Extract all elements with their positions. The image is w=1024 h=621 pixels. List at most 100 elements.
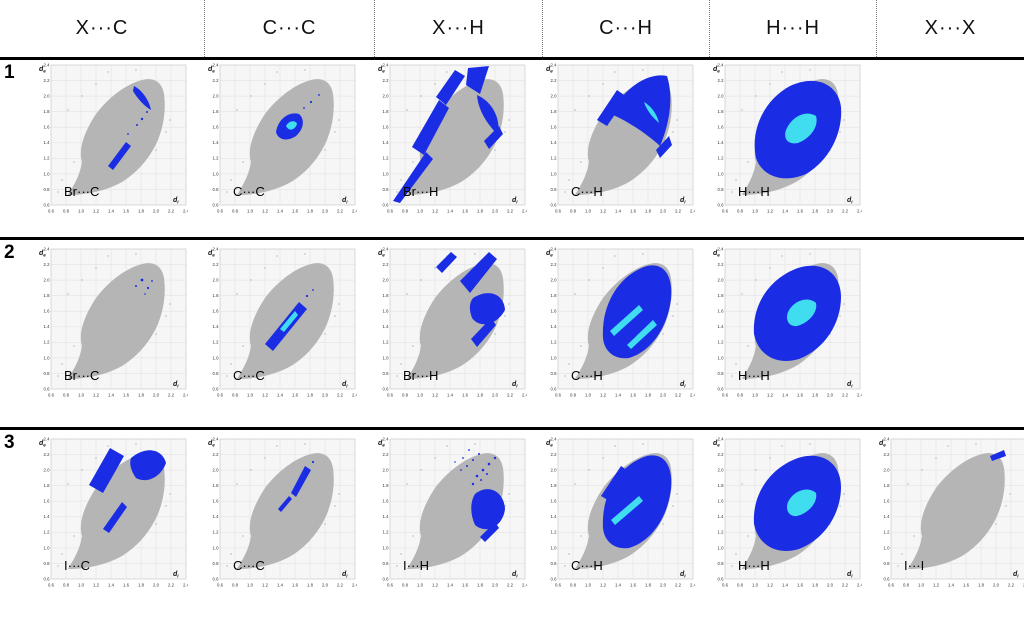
y-tick-label: 2.2 [213,78,220,83]
scatter-speckles [57,253,171,377]
y-tick-label: 1.0 [718,171,725,176]
x-tick-label: 2.4 [183,209,188,214]
x-tick-label: 2.4 [690,583,695,588]
x-tick-label: 1.4 [277,583,284,588]
y-tick-label: 1.0 [551,355,558,360]
scatter-gray-region [237,453,334,569]
x-tick-label: 1.6 [797,209,804,214]
plot-label: I···I [904,558,924,573]
scatter-gray-region [407,263,504,379]
highlight-blue-region [265,289,314,351]
column-header-6: X···X [924,17,977,39]
y-tick-label: 0.8 [213,561,220,566]
x-tick-label: 1.4 [108,583,115,588]
y-tick-label: 1.8 [44,483,51,488]
y-tick-label: 0.6 [383,576,390,581]
x-tick-label: 1.8 [645,393,652,398]
y-tick-label: 2.0 [551,278,558,283]
x-tick-label: 0.6 [217,393,224,398]
y-axis-label: de [39,66,46,74]
x-axis-label: di [680,381,686,389]
plot-label: C···H [571,368,603,383]
y-tick-label: 1.8 [213,483,220,488]
x-tick-label: 0.8 [570,583,577,588]
x-tick-label: 2.4 [857,583,862,588]
x-tick-label: 2.0 [660,393,667,398]
y-tick-label: 0.8 [383,371,390,376]
fingerprint-plot-svg: 0.6 0.8 1.0 1.2 1.4 1.6 1.8 2.0 2.2 2.4 0.6 0.8 1.0 1… [39,246,190,398]
fingerprint-plot-svg: 0.6 0.8 1.0 1.2 1.4 1.6 1.8 2.0 2.2 2.4 0.6 0.8 1.0 1… [713,62,864,214]
x-tick-label: 0.6 [48,583,55,588]
y-tick-label: 0.6 [718,386,725,391]
y-tick-label: 2.2 [551,78,558,83]
y-tick-label: 2.4 [213,62,220,67]
x-tick-label: 1.8 [138,393,145,398]
scatter-speckles [897,443,1011,567]
scatter-gray-region [68,79,165,195]
y-tick-label: 0.8 [383,561,390,566]
y-tick-label: 1.2 [718,156,725,161]
y-tick-label: 0.6 [213,576,220,581]
x-tick-label: 1.4 [948,583,955,588]
y-axis-label: de [546,250,553,258]
y-tick-label: 0.8 [718,371,725,376]
y-tick-label: 0.8 [213,371,220,376]
y-tick-label: 0.6 [383,386,390,391]
y-tick-label: 2.2 [884,452,891,457]
y-tick-label: 0.8 [44,561,51,566]
y-tick-label: 0.6 [44,386,51,391]
y-tick-label: 2.2 [44,262,51,267]
highlight-blue-region [108,86,151,170]
x-axis-label: di [680,197,686,205]
y-tick-label: 1.0 [718,545,725,550]
fingerprint-plot-svg: 0.6 0.8 1.0 1.2 1.4 1.6 1.8 2.0 2.2 2.4 0.6 0.8 1.0 1… [378,436,529,588]
scatter-speckles [57,69,171,193]
x-tick-label: 1.2 [262,393,269,398]
x-tick-label: 0.6 [888,583,895,588]
y-tick-label: 2.4 [44,436,51,441]
scatter-gray-region [68,263,165,379]
y-tick-label: 2.4 [383,246,390,251]
x-tick-label: 1.0 [247,583,254,588]
y-tick-label: 1.8 [383,109,390,114]
x-tick-label: 2.0 [827,393,834,398]
x-tick-label: 1.0 [417,209,424,214]
x-tick-label: 0.6 [387,393,394,398]
y-tick-label: 1.6 [551,499,558,504]
y-axis-label: de [378,440,385,448]
y-tick-label: 2.4 [884,436,891,441]
x-tick-label: 0.6 [217,583,224,588]
x-tick-label: 1.0 [918,583,925,588]
fingerprint-plot: 0.6 0.8 1.0 1.2 1.4 1.6 1.8 2.0 2.2 2.4 0.6 0.8 1.0 1… [545,246,697,404]
y-tick-label: 1.0 [718,355,725,360]
y-tick-label: 2.0 [718,94,725,99]
x-axis-label: di [847,381,853,389]
fingerprint-plot: 0.6 0.8 1.0 1.2 1.4 1.6 1.8 2.0 2.2 2.4 0.6 0.8 1.0 1… [38,436,190,594]
x-tick-label: 1.2 [600,583,607,588]
y-tick-label: 1.6 [44,125,51,130]
y-tick-label: 2.4 [718,246,725,251]
x-tick-label: 0.6 [722,583,729,588]
highlight-blue-region [990,450,1006,461]
x-tick-label: 2.2 [337,393,344,398]
fingerprint-plot: 0.6 0.8 1.0 1.2 1.4 1.6 1.8 2.0 2.2 2.4 0.6 0.8 1.0 1… [377,436,529,594]
x-tick-label: 2.4 [522,583,527,588]
y-tick-label: 1.6 [383,499,390,504]
x-tick-label: 0.6 [217,209,224,214]
y-tick-label: 1.6 [551,309,558,314]
y-tick-label: 2.2 [551,262,558,267]
y-axis-label: de [208,66,215,74]
fingerprint-plot: 0.6 0.8 1.0 1.2 1.4 1.6 1.8 2.0 2.2 2.4 0.6 0.8 1.0 1… [377,246,529,404]
y-tick-label: 0.8 [551,187,558,192]
structure-row-3: 3 0.6 0.8 1.0 1.2 1.4 1.6 1.8 2.0 2.2 2.4 0.6 0.8 1.0… [0,430,1024,621]
x-tick-label: 1.6 [630,583,637,588]
x-tick-label: 1.6 [630,393,637,398]
x-tick-label: 0.8 [570,209,577,214]
scatter-speckles [564,253,678,377]
y-tick-label: 0.6 [44,576,51,581]
x-tick-label: 1.0 [585,209,592,214]
y-axis-label: de [378,250,385,258]
y-tick-label: 1.2 [44,530,51,535]
x-tick-label: 2.0 [153,583,160,588]
y-tick-label: 1.8 [718,483,725,488]
